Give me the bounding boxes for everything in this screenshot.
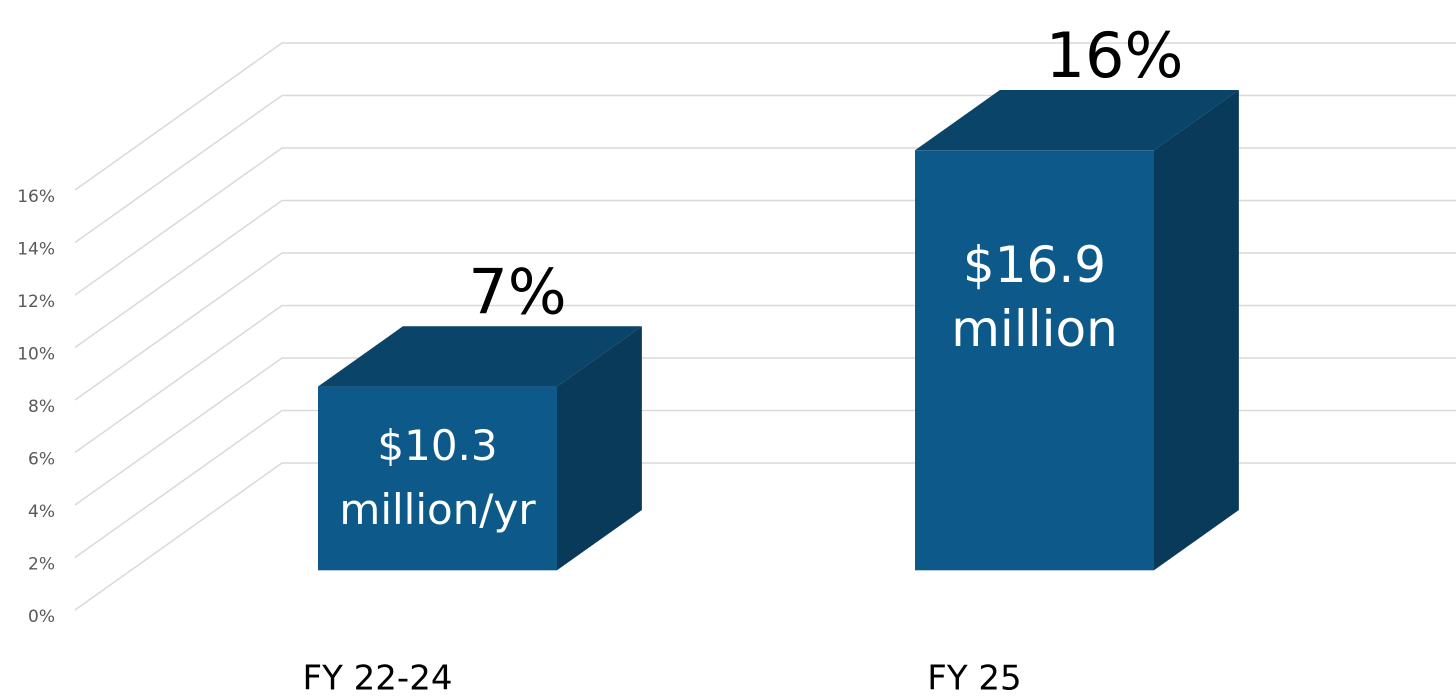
y-tick-label: 2% <box>28 555 55 575</box>
bar-inner-label: million/yr <box>339 485 536 534</box>
y-tick-label: 4% <box>28 502 55 522</box>
value-label: 7% <box>468 255 566 328</box>
grid-line <box>74 409 283 559</box>
x-tick-label: FY 25 <box>927 659 1021 698</box>
grid-line <box>74 147 283 296</box>
bar-inner-label: million <box>951 300 1118 358</box>
y-tick-label: 8% <box>28 397 55 417</box>
bar-top <box>318 326 642 387</box>
grid-line <box>74 199 283 349</box>
x-tick-label: FY 22-24 <box>303 659 453 698</box>
grid-line <box>74 94 283 244</box>
grid-line <box>74 42 283 191</box>
bar <box>318 326 642 571</box>
bar-front <box>318 386 557 571</box>
grid-line <box>74 357 283 506</box>
grid-line <box>74 462 283 611</box>
value-label: 16% <box>1046 19 1184 92</box>
bar-front <box>915 150 1154 571</box>
y-tick-label: 14% <box>17 240 55 260</box>
bar-inner-label: $10.3 <box>377 421 497 470</box>
y-tick-label: 10% <box>17 345 55 365</box>
grid-line <box>74 304 283 454</box>
bar-side <box>1154 90 1239 571</box>
y-tick-label: 12% <box>17 292 55 312</box>
bar-top <box>915 90 1239 151</box>
y-tick-label: 6% <box>28 450 55 470</box>
bar-side <box>557 326 642 571</box>
grid-line <box>74 252 283 401</box>
y-tick-label: 0% <box>28 607 55 627</box>
bar <box>915 90 1239 571</box>
y-tick-label: 16% <box>17 187 55 207</box>
bar-inner-label: $16.9 <box>963 236 1106 294</box>
